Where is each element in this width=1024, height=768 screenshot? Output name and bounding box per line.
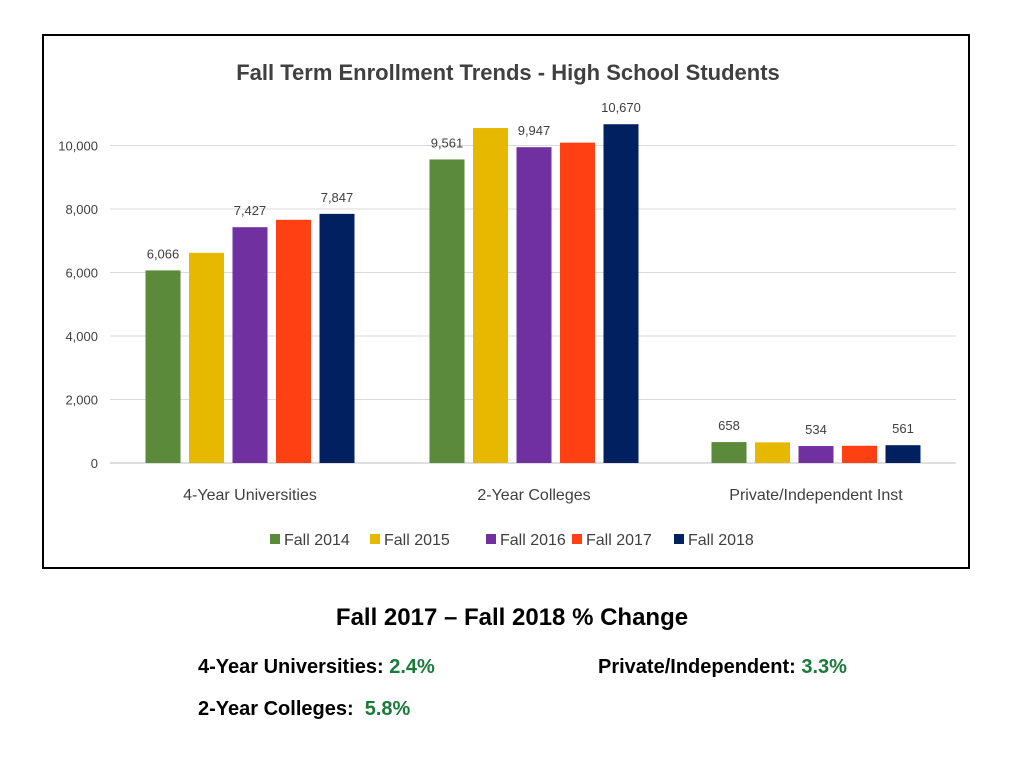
summary-title: Fall 2017 – Fall 2018 % Change	[335, 604, 689, 631]
legend-label: Fall 2017	[586, 532, 652, 549]
bar-fall-2018	[319, 213, 355, 463]
legend-swatch	[370, 534, 380, 544]
bar-fall-2014	[711, 442, 747, 463]
stat-two-year-label: 2-Year Colleges:	[198, 698, 354, 720]
legend-label: Fall 2015	[384, 532, 450, 549]
legend-swatch	[486, 534, 496, 544]
y-tick-label: 8,000	[65, 202, 98, 217]
bar-fall-2018	[885, 445, 921, 463]
data-label: 9,561	[431, 135, 464, 150]
y-tick-label: 6,000	[65, 266, 98, 281]
bar-fall-2016	[516, 147, 552, 463]
data-label: 658	[718, 418, 740, 433]
y-tick-label: 4,000	[65, 329, 98, 344]
stat-four-year: 4-Year Universities: 2.4%	[198, 656, 435, 679]
legend-swatch	[270, 534, 280, 544]
bar-fall-2016	[232, 227, 268, 463]
bar-fall-2016	[798, 446, 834, 463]
chart-frame: Fall Term Enrollment Trends - High Schoo…	[42, 34, 970, 569]
x-category-label: 2-Year Colleges	[477, 487, 590, 504]
bar-fall-2015	[473, 128, 508, 463]
x-category-label: Private/Independent Inst	[729, 487, 903, 504]
data-label: 534	[805, 422, 827, 437]
data-label: 7,427	[234, 203, 267, 218]
stat-four-year-label: 4-Year Universities:	[198, 656, 384, 678]
legend-swatch	[572, 534, 582, 544]
legend-label: Fall 2014	[284, 532, 350, 549]
bar-fall-2017	[276, 219, 311, 463]
legend-swatch	[674, 534, 684, 544]
bar-fall-2017	[842, 445, 877, 463]
bar-fall-2015	[755, 442, 790, 463]
stat-private-label: Private/Independent:	[598, 656, 796, 678]
y-tick-label: 0	[91, 456, 98, 471]
stat-private-value: 3.3%	[801, 656, 847, 678]
legend-label: Fall 2018	[688, 532, 754, 549]
data-label: 6,066	[147, 246, 180, 261]
bar-fall-2014	[429, 159, 465, 464]
bar-fall-2014	[145, 270, 181, 463]
stat-two-year-value: 5.8%	[364, 698, 411, 720]
bar-fall-2015	[189, 252, 224, 463]
bar-fall-2018	[603, 124, 639, 463]
bar-fall-2017	[560, 142, 595, 463]
stat-private: Private/Independent: 3.3%	[598, 656, 847, 679]
data-label: 9,947	[518, 123, 551, 138]
stat-four-year-value: 2.4%	[389, 656, 435, 678]
y-tick-label: 2,000	[65, 393, 98, 408]
x-category-label: 4-Year Universities	[183, 487, 317, 504]
data-label: 7,847	[321, 190, 354, 205]
chart-title: Fall Term Enrollment Trends - High Schoo…	[236, 60, 780, 85]
bar-chart: Fall Term Enrollment Trends - High Schoo…	[58, 60, 956, 549]
y-tick-label: 10,000	[58, 139, 98, 154]
legend-label: Fall 2016	[500, 532, 566, 549]
stat-two-year: 2-Year Colleges: 5.8%	[198, 698, 410, 721]
data-label: 561	[892, 421, 914, 436]
data-label: 10,670	[601, 100, 641, 115]
